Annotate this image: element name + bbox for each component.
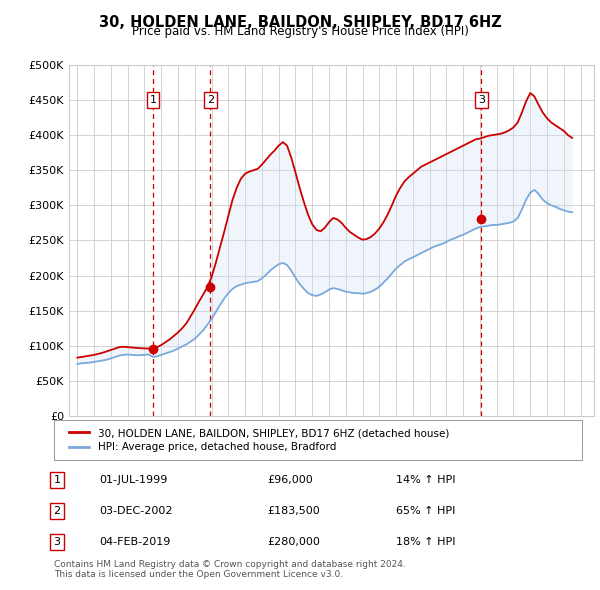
Legend: 30, HOLDEN LANE, BAILDON, SHIPLEY, BD17 6HZ (detached house), HPI: Average price: 30, HOLDEN LANE, BAILDON, SHIPLEY, BD17 …: [64, 424, 454, 457]
Text: £183,500: £183,500: [267, 506, 320, 516]
Text: £280,000: £280,000: [267, 537, 320, 546]
Text: 1: 1: [149, 95, 157, 105]
Text: 18% ↑ HPI: 18% ↑ HPI: [396, 537, 455, 546]
Text: 3: 3: [478, 95, 485, 105]
Text: Price paid vs. HM Land Registry's House Price Index (HPI): Price paid vs. HM Land Registry's House …: [131, 25, 469, 38]
Text: 2: 2: [206, 95, 214, 105]
Text: 04-FEB-2019: 04-FEB-2019: [99, 537, 170, 546]
Text: 14% ↑ HPI: 14% ↑ HPI: [396, 476, 455, 485]
Text: 03-DEC-2002: 03-DEC-2002: [99, 506, 173, 516]
Text: 65% ↑ HPI: 65% ↑ HPI: [396, 506, 455, 516]
Text: £96,000: £96,000: [267, 476, 313, 485]
Text: 3: 3: [53, 537, 61, 546]
Text: 30, HOLDEN LANE, BAILDON, SHIPLEY, BD17 6HZ: 30, HOLDEN LANE, BAILDON, SHIPLEY, BD17 …: [98, 15, 502, 30]
Text: Contains HM Land Registry data © Crown copyright and database right 2024.
This d: Contains HM Land Registry data © Crown c…: [54, 560, 406, 579]
Text: 1: 1: [53, 476, 61, 485]
Text: 2: 2: [53, 506, 61, 516]
Text: 01-JUL-1999: 01-JUL-1999: [99, 476, 167, 485]
